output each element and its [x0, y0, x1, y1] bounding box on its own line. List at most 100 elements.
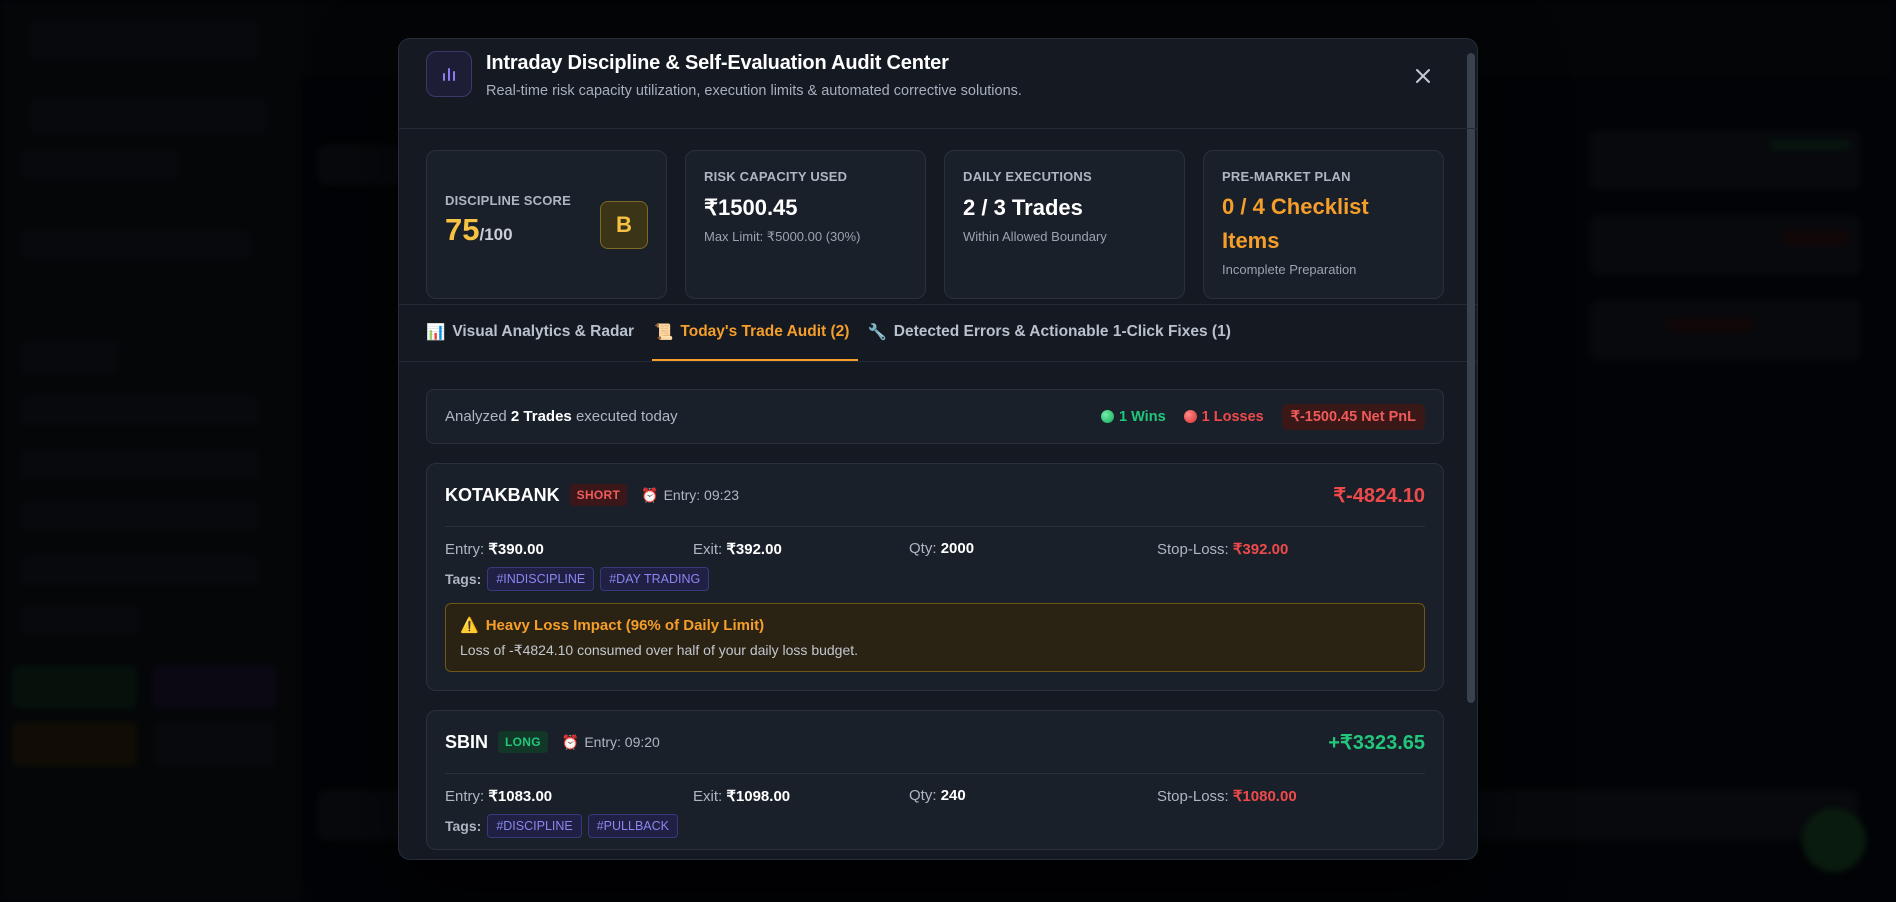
stop-loss: Stop-Loss: ₹392.00 [1157, 541, 1289, 558]
side-badge: SHORT [569, 484, 628, 506]
tab-label: Today's Trade Audit (2) [680, 323, 850, 340]
alarm-clock-icon: ⏰ [641, 486, 659, 503]
tab-visual-analytics[interactable]: 📊 Visual Analytics & Radar [426, 305, 643, 361]
daily-executions-label: DAILY EXECUTIONS [963, 169, 1092, 184]
daily-executions-value: 2 / 3 Trades [963, 195, 1083, 220]
entry-time: ⏰ Entry: 09:23 [641, 486, 740, 504]
wrench-icon: 🔧 [867, 323, 887, 341]
bg-fab [1802, 808, 1866, 872]
audit-summary: Analyzed 2 Trades executed today 1 Wins … [426, 389, 1444, 444]
bg-button-yellow [12, 722, 137, 766]
bg-nav-item [20, 605, 140, 635]
loss-warning: ⚠️ Heavy Loss Impact (96% of Daily Limit)… [445, 603, 1425, 672]
tag[interactable]: #DISCIPLINE [487, 814, 582, 838]
daily-executions-sub: Within Allowed Boundary [963, 229, 1107, 244]
tab-bar: 📊 Visual Analytics & Radar 📜 Today's Tra… [399, 304, 1477, 362]
bg-nav-item [20, 450, 260, 480]
pre-market-plan-value: 0 / 4 Checklist Items [1222, 190, 1425, 258]
red-dot-icon [1183, 409, 1197, 423]
risk-capacity-label: RISK CAPACITY USED [704, 169, 848, 184]
entry-time: ⏰ Entry: 09:20 [561, 733, 660, 751]
bg-bar [1665, 318, 1755, 332]
warning-text: Loss of -₹4824.10 consumed over half of … [460, 642, 859, 658]
risk-capacity-value: ₹1500.45 [704, 195, 798, 220]
quantity: Qty: 240 [909, 787, 966, 804]
bg-bar [1770, 140, 1850, 150]
quantity: Qty: 2000 [909, 540, 975, 557]
pre-market-plan-sub: Incomplete Preparation [1222, 262, 1357, 277]
wins-count: 1 Wins [1101, 409, 1166, 425]
modal-header: Intraday Discipline & Self-Evaluation Au… [399, 39, 1477, 129]
chart-icon: 📊 [426, 323, 446, 341]
bg-info [20, 230, 250, 260]
bg-button-purple [152, 665, 276, 709]
tag[interactable]: #DAY TRADING [600, 567, 710, 591]
tag[interactable]: #INDISCIPLINE [487, 567, 595, 591]
bar-chart-icon [426, 51, 472, 97]
grade-badge: B [600, 201, 648, 249]
tags-label: Tags: [445, 818, 482, 834]
stats-row: DISCIPLINE SCORE 75/100 B RISK CAPACITY … [399, 129, 1477, 329]
pre-market-plan-card: PRE-MARKET PLAN 0 / 4 Checklist Items In… [1203, 150, 1444, 299]
trade-pnl: +₹3323.65 [1328, 731, 1425, 754]
tab-detected-errors[interactable]: 🔧 Detected Errors & Actionable 1-Click F… [867, 305, 1239, 361]
exit-price: Exit: ₹1098.00 [693, 788, 791, 805]
tag[interactable]: #PULLBACK [587, 814, 678, 838]
trade-tags: Tags: #DISCIPLINE #PULLBACK [445, 814, 1425, 838]
scroll-icon: 📜 [654, 323, 674, 341]
daily-executions-card: DAILY EXECUTIONS 2 / 3 Trades Within All… [944, 150, 1185, 299]
trade-symbol: KOTAKBANK [445, 484, 560, 505]
discipline-score-denominator: /100 [479, 225, 513, 244]
summary-suffix: executed today [575, 408, 678, 425]
net-pnl-badge: ₹-1500.45 Net PnL [1281, 403, 1425, 430]
bg-account-selector [30, 96, 266, 136]
bg-button-green [12, 665, 137, 709]
bg-bar [1780, 230, 1850, 246]
pre-market-plan-value-line1: 0 / 4 Checklist [1222, 194, 1369, 219]
bg-nav-item [20, 395, 260, 425]
bg-heading [318, 145, 408, 185]
discipline-score-value: 75 [445, 212, 480, 247]
discipline-score-label: DISCIPLINE SCORE [445, 193, 571, 208]
alarm-clock-icon: ⏰ [561, 733, 580, 750]
warning-title: ⚠️ Heavy Loss Impact (96% of Daily Limit) [460, 616, 765, 635]
bg-balance [20, 150, 180, 180]
trade-details: Entry: ₹390.00 Exit: ₹392.00 Qty: 2000 S… [445, 527, 1425, 558]
trade-card: KOTAKBANK SHORT ⏰ Entry: 09:23 ₹-4824.10 … [426, 463, 1444, 691]
side-badge: LONG [498, 731, 548, 753]
bg-nav-item [20, 500, 260, 530]
pre-market-plan-label: PRE-MARKET PLAN [1222, 169, 1351, 184]
close-icon [1416, 69, 1430, 83]
losses-count: 1 Losses [1183, 409, 1264, 425]
bg-nav-item [20, 555, 260, 585]
modal-title: Intraday Discipline & Self-Evaluation Au… [486, 52, 949, 74]
risk-capacity-card: RISK CAPACITY USED ₹1500.45 Max Limit: ₹… [685, 150, 926, 299]
trade-header: SBIN LONG ⏰ Entry: 09:20 +₹3323.65 [445, 711, 1425, 774]
trade-header: KOTAKBANK SHORT ⏰ Entry: 09:23 ₹-4824.10 [445, 464, 1425, 527]
summary-count: 2 Trades [510, 408, 572, 425]
trade-details: Entry: ₹1083.00 Exit: ₹1098.00 Qty: 240 … [445, 774, 1425, 805]
pre-market-plan-value-line2: Items [1222, 228, 1280, 253]
tags-label: Tags: [445, 571, 482, 587]
entry-price: Entry: ₹1083.00 [445, 788, 553, 805]
trade-card: SBIN LONG ⏰ Entry: 09:20 +₹3323.65 Entry:… [426, 710, 1444, 850]
tab-label: Detected Errors & Actionable 1-Click Fix… [893, 323, 1231, 340]
summary-prefix: Analyzed [445, 408, 507, 425]
tab-label: Visual Analytics & Radar [452, 323, 635, 340]
close-button[interactable] [1411, 64, 1435, 88]
bg-button [152, 722, 276, 766]
discipline-score-card: DISCIPLINE SCORE 75/100 B [426, 150, 667, 299]
green-dot-icon [1101, 409, 1115, 423]
bg-nav-item [20, 340, 120, 374]
stop-loss: Stop-Loss: ₹1080.00 [1157, 788, 1297, 805]
warning-icon: ⚠️ [460, 617, 479, 634]
trade-symbol: SBIN [445, 731, 489, 752]
modal-scrollbar[interactable] [1467, 53, 1475, 703]
exit-price: Exit: ₹392.00 [693, 541, 782, 558]
entry-price: Entry: ₹390.00 [445, 541, 544, 558]
audit-modal: Intraday Discipline & Self-Evaluation Au… [398, 38, 1478, 860]
bg-logo [30, 20, 260, 60]
modal-subtitle: Real-time risk capacity utilization, exe… [486, 83, 1022, 99]
tab-trade-audit[interactable]: 📜 Today's Trade Audit (2) [652, 305, 859, 361]
trade-tags: Tags: #INDISCIPLINE #DAY TRADING [445, 567, 1425, 591]
